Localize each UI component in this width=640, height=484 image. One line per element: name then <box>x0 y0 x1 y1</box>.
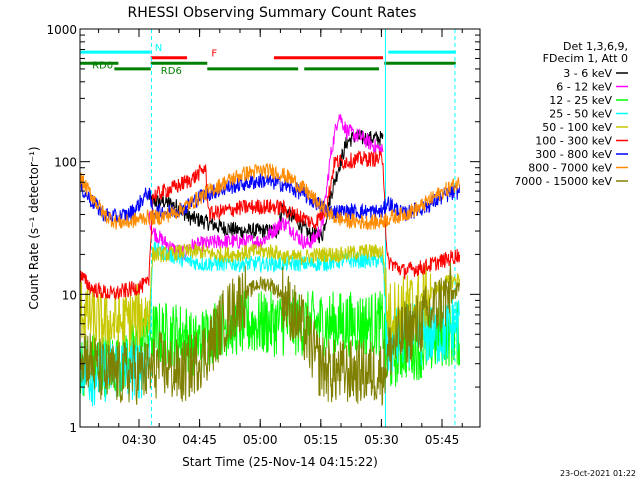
footer-date: 23-Oct-2021 01:22 <box>560 469 636 478</box>
series-layer <box>79 114 461 407</box>
x-axis-label: Start Time (25-Nov-14 04:15:22) <box>182 455 378 469</box>
legend-label: 6 - 12 keV <box>556 81 612 94</box>
legend-label: 7000 - 15000 keV <box>514 175 612 188</box>
flag-label-f: F <box>211 49 217 60</box>
series-line <box>79 173 461 225</box>
legend-label: 100 - 300 keV <box>535 135 612 148</box>
flag-label-rd0: RD0 <box>92 60 113 71</box>
axes-layer: 04:30 04:45 05:00 05:15 05:30 05:45 1 10 100 1000 <box>46 23 480 447</box>
x-tick-label: 05:45 <box>425 433 460 447</box>
y-axis-label: Count Rate (s⁻¹ detector⁻¹) <box>27 146 41 309</box>
y-tick-label: 1000 <box>46 23 77 37</box>
series-line <box>79 262 461 407</box>
chart-title: RHESSI Observing Summary Count Rates <box>128 5 417 21</box>
x-tick-label: 05:00 <box>243 433 278 447</box>
legend-label: 25 - 50 keV <box>549 108 612 121</box>
series-line <box>79 162 461 231</box>
legend-label: 300 - 800 keV <box>535 148 612 161</box>
series-line <box>148 129 384 244</box>
y-tick-label: 10 <box>62 288 77 302</box>
y-tick-label: 100 <box>54 156 77 170</box>
y-tick-label: 1 <box>69 421 77 435</box>
flags-layer: N F RD0 RD6 <box>80 43 456 77</box>
x-tick-label: 04:30 <box>122 433 157 447</box>
legend-label: 12 - 25 keV <box>549 94 612 107</box>
legend-header: Det 1,3,6,9, <box>563 40 628 53</box>
legend-label: 3 - 6 keV <box>563 67 612 80</box>
legend-label: 800 - 7000 keV <box>528 162 612 175</box>
x-tick-label: 05:15 <box>304 433 339 447</box>
legend-label: 50 - 100 keV <box>542 121 612 134</box>
x-tick-label: 05:30 <box>364 433 399 447</box>
x-tick-label: 04:45 <box>182 433 217 447</box>
flag-label-rd6: RD6 <box>161 66 182 77</box>
legend-header: FDecim 1, Att 0 <box>543 52 628 65</box>
flag-label-n: N <box>155 43 162 54</box>
series-line <box>79 150 461 301</box>
